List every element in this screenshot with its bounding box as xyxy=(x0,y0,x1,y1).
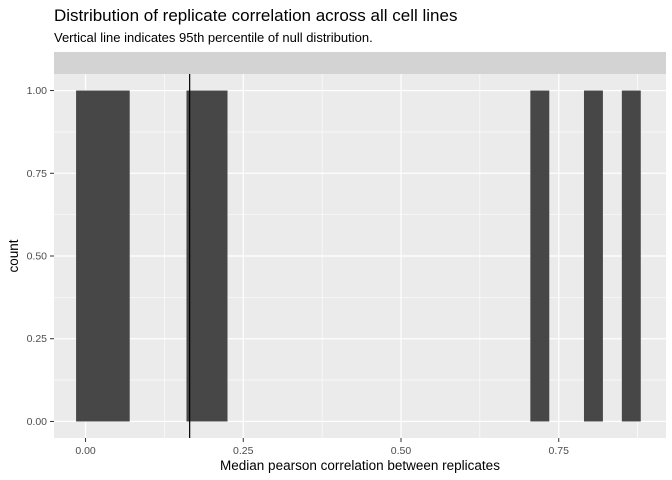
y-tick-label: 0.75 xyxy=(27,168,48,180)
x-tick-label: 0.75 xyxy=(549,445,570,457)
y-tick-label: 0.25 xyxy=(27,333,48,345)
x-tick-label: 0.25 xyxy=(233,445,254,457)
facet-strip xyxy=(54,52,666,74)
chart-subtitle: Vertical line indicates 95th percentile … xyxy=(54,30,373,45)
x-axis-title: Median pearson correlation between repli… xyxy=(220,458,500,473)
histogram-bar xyxy=(530,90,550,422)
x-axis: 0.00 0.25 0.50 0.75 xyxy=(75,438,569,457)
histogram-bar xyxy=(621,90,641,422)
y-tick-label: 1.00 xyxy=(27,85,48,97)
y-axis-title: count xyxy=(6,239,21,272)
x-tick-label: 0.50 xyxy=(391,445,412,457)
x-tick-label: 0.00 xyxy=(75,445,96,457)
y-axis: 0.00 0.25 0.50 0.75 1.00 xyxy=(27,85,54,428)
histogram-bar xyxy=(583,90,603,422)
histogram-bar xyxy=(186,90,228,422)
histogram-bar xyxy=(76,90,130,422)
chart-title: Distribution of replicate correlation ac… xyxy=(54,6,457,25)
y-tick-label: 0.50 xyxy=(27,251,48,263)
histogram-bars xyxy=(76,90,641,422)
y-tick-label: 0.00 xyxy=(27,416,48,428)
